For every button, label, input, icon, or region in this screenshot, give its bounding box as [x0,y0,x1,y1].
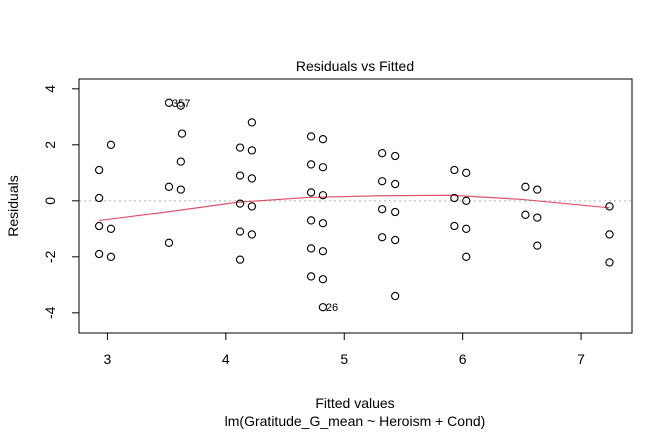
residual-point [247,202,257,211]
residual-point [391,291,400,301]
residual-points [94,98,614,312]
residual-point [605,258,614,267]
residual-point [247,146,257,155]
residual-point [318,247,328,256]
y-tick-label: 0 [42,197,58,205]
residual-point [521,182,530,191]
x-axis-label: Fitted values [315,395,394,411]
residual-point [306,132,316,141]
residual-point [247,118,257,127]
residual-point [318,191,328,200]
residual-point [318,303,328,312]
y-tick-label: -2 [42,250,58,263]
residual-point [235,199,245,208]
point-annotations: 357 26 [172,98,338,314]
residual-point [462,224,471,233]
residual-point [318,275,328,284]
residual-point [318,135,328,144]
residual-point [450,221,459,231]
residual-point [235,171,245,180]
x-tick-label: 7 [577,351,585,367]
residual-point [450,193,459,203]
residual-point [177,129,187,138]
residual-point [391,207,400,217]
residual-point [521,210,530,219]
residual-point [176,101,185,110]
residual-point [533,241,542,250]
residual-point [533,185,542,194]
model-formula-subtitle: lm(Gratitude_G_mean ~ Heroism + Cond) [225,413,486,429]
residual-point [176,157,185,166]
x-tick-label: 4 [222,351,230,367]
residual-point [533,213,542,222]
residual-point [106,224,116,233]
residual-point [377,149,387,158]
residual-point [235,143,245,152]
residual-point [94,249,104,259]
residual-point [377,205,387,214]
y-tick-label: 2 [42,141,58,149]
residual-point [450,165,459,175]
residual-point [605,202,614,211]
residual-point [462,196,471,205]
residual-point [462,252,471,261]
residual-point [318,219,328,228]
residual-point [306,244,316,253]
residual-point [306,160,316,169]
residual-point [164,238,174,247]
residual-point [391,179,400,189]
residual-point [94,165,104,175]
residual-point [462,168,471,177]
residual-point [235,255,245,264]
residual-point [94,193,104,203]
residual-point [235,227,245,236]
residual-point [605,230,614,239]
residual-point [106,252,116,261]
residual-point [106,140,116,149]
plot-frame [78,78,633,334]
residual-point [391,151,400,161]
residual-point [247,230,257,239]
y-tick-label: 4 [42,85,58,93]
chart-title: Residuals vs Fitted [296,58,414,74]
residual-point [318,163,328,172]
y-tick-label: -4 [42,306,58,319]
x-tick-label: 6 [459,351,467,367]
residual-point [306,272,316,281]
residual-point [377,177,387,186]
outlier-label: 357 [172,98,190,110]
residual-point [391,235,400,245]
residual-point [306,216,316,225]
outlier-label: 26 [326,302,338,314]
residual-point [94,221,104,231]
residual-point [377,233,387,242]
y-axis-label: Residuals [5,175,21,236]
x-tick-label: 3 [104,351,112,367]
residual-point [164,182,174,191]
x-tick-label: 5 [340,351,348,367]
residual-point [247,174,257,183]
residual-point [306,188,316,197]
residual-point [176,185,185,194]
lowess-smooth-line [99,194,610,222]
residual-point [164,98,174,107]
